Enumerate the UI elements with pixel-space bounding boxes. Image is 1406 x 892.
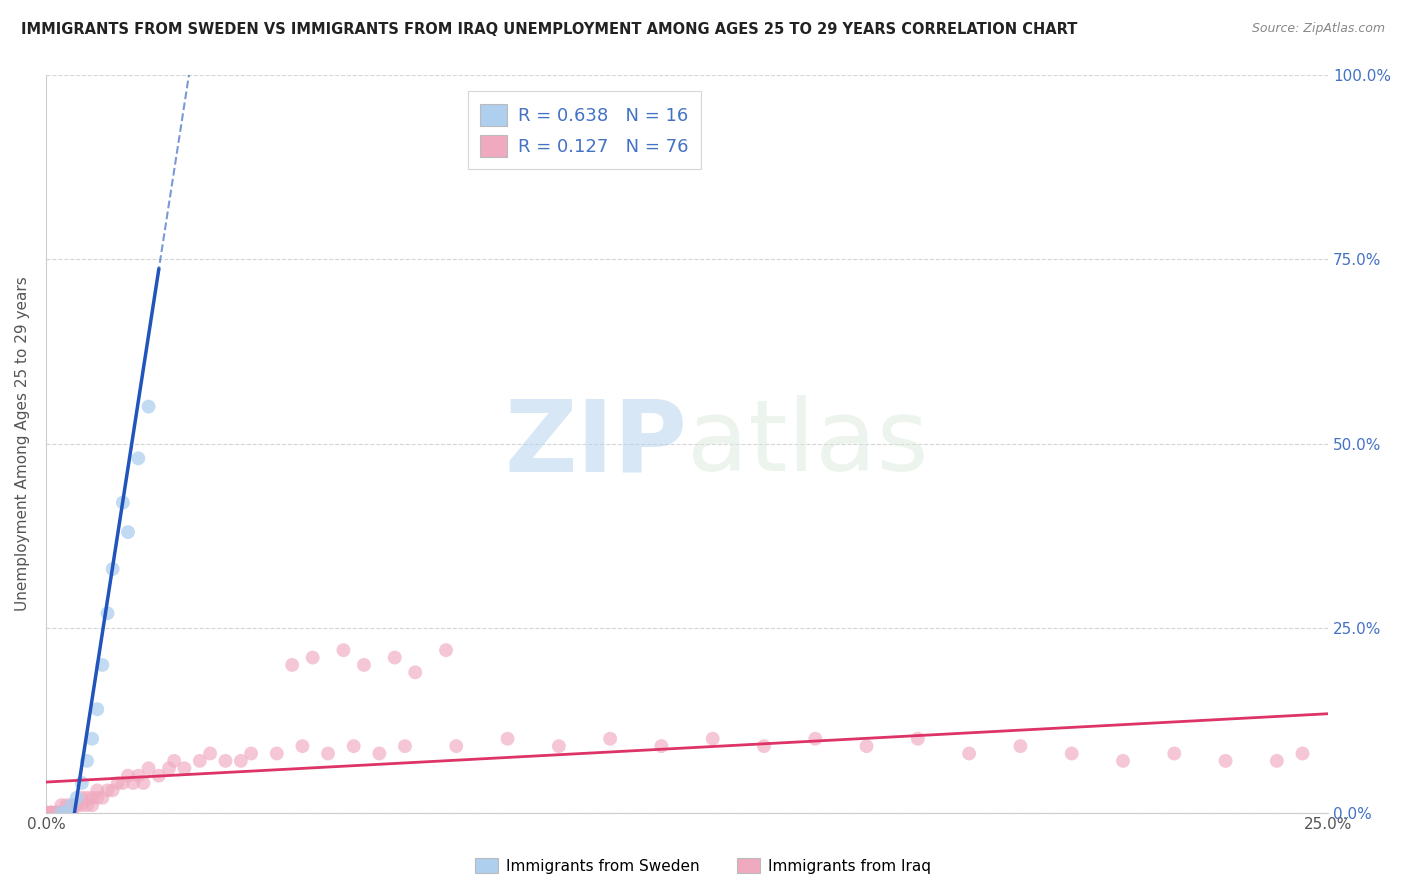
Point [86, 790, 108, 805]
Point [132, 776, 155, 790]
Point [117, 525, 139, 540]
Point [60, 805, 83, 820]
Point [60, 798, 83, 813]
Point [91, 657, 114, 672]
Point [496, 731, 519, 746]
Point [1215, 754, 1237, 768]
Point [404, 665, 426, 680]
Point [127, 769, 149, 783]
Point [51, 805, 73, 820]
Point [148, 769, 170, 783]
Point [60, 805, 83, 820]
Point [66, 798, 89, 813]
Point [39, 805, 62, 820]
Point [138, 761, 160, 775]
Point [188, 754, 211, 768]
Point [198, 747, 221, 761]
Point [55, 805, 77, 820]
Text: IMMIGRANTS FROM SWEDEN VS IMMIGRANTS FROM IRAQ UNEMPLOYMENT AMONG AGES 25 TO 29 : IMMIGRANTS FROM SWEDEN VS IMMIGRANTS FRO… [21, 22, 1077, 37]
Point [368, 747, 391, 761]
Point [82, 790, 104, 805]
Point [96, 607, 118, 621]
Point [76, 790, 98, 805]
Point [82, 798, 104, 813]
Point [599, 731, 621, 746]
Point [394, 739, 416, 753]
Point [240, 747, 263, 761]
Point [384, 650, 406, 665]
Text: Source: ZipAtlas.com: Source: ZipAtlas.com [1251, 22, 1385, 36]
Point [281, 657, 304, 672]
Point [1291, 747, 1313, 761]
Point [702, 731, 724, 746]
Point [138, 400, 160, 414]
Point [70, 776, 93, 790]
Point [55, 798, 77, 813]
Point [111, 495, 134, 509]
Point [1060, 747, 1083, 761]
Text: atlas: atlas [688, 395, 929, 492]
Point [107, 776, 129, 790]
Point [1112, 754, 1135, 768]
Point [316, 747, 339, 761]
Point [122, 776, 145, 790]
Point [39, 805, 62, 820]
Point [752, 739, 775, 753]
Point [332, 643, 354, 657]
Point [101, 562, 124, 576]
Point [1265, 754, 1288, 768]
Point [55, 805, 77, 820]
Point [157, 761, 180, 775]
Point [96, 783, 118, 797]
Legend: Immigrants from Sweden, Immigrants from Iraq: Immigrants from Sweden, Immigrants from … [470, 852, 936, 880]
Point [173, 761, 195, 775]
Point [91, 790, 114, 805]
Point [434, 643, 457, 657]
Legend: R = 0.638   N = 16, R = 0.127   N = 76: R = 0.638 N = 16, R = 0.127 N = 76 [468, 91, 702, 169]
Point [51, 805, 73, 820]
Point [907, 731, 929, 746]
Point [45, 805, 67, 820]
Point [70, 790, 93, 805]
Point [650, 739, 672, 753]
Point [353, 657, 375, 672]
Point [547, 739, 569, 753]
Point [148, 53, 170, 67]
Point [60, 798, 83, 813]
Point [51, 798, 73, 813]
Point [1163, 747, 1185, 761]
Point [111, 776, 134, 790]
Point [35, 805, 58, 820]
Y-axis label: Unemployment Among Ages 25 to 29 years: Unemployment Among Ages 25 to 29 years [15, 277, 30, 611]
Point [82, 731, 104, 746]
Text: ZIP: ZIP [505, 395, 688, 492]
Point [1010, 739, 1032, 753]
Point [45, 805, 67, 820]
Point [163, 754, 186, 768]
Point [291, 739, 314, 753]
Point [127, 451, 149, 466]
Point [86, 702, 108, 716]
Point [39, 805, 62, 820]
Point [301, 650, 323, 665]
Point [266, 747, 288, 761]
Point [35, 805, 58, 820]
Point [214, 754, 236, 768]
Point [45, 805, 67, 820]
Point [76, 798, 98, 813]
Point [343, 739, 366, 753]
Point [804, 731, 827, 746]
Point [76, 754, 98, 768]
Point [855, 739, 877, 753]
Point [101, 783, 124, 797]
Point [86, 783, 108, 797]
Point [446, 739, 468, 753]
Point [66, 790, 89, 805]
Point [117, 769, 139, 783]
Point [66, 798, 89, 813]
Point [70, 798, 93, 813]
Point [957, 747, 980, 761]
Point [229, 754, 252, 768]
Point [51, 805, 73, 820]
